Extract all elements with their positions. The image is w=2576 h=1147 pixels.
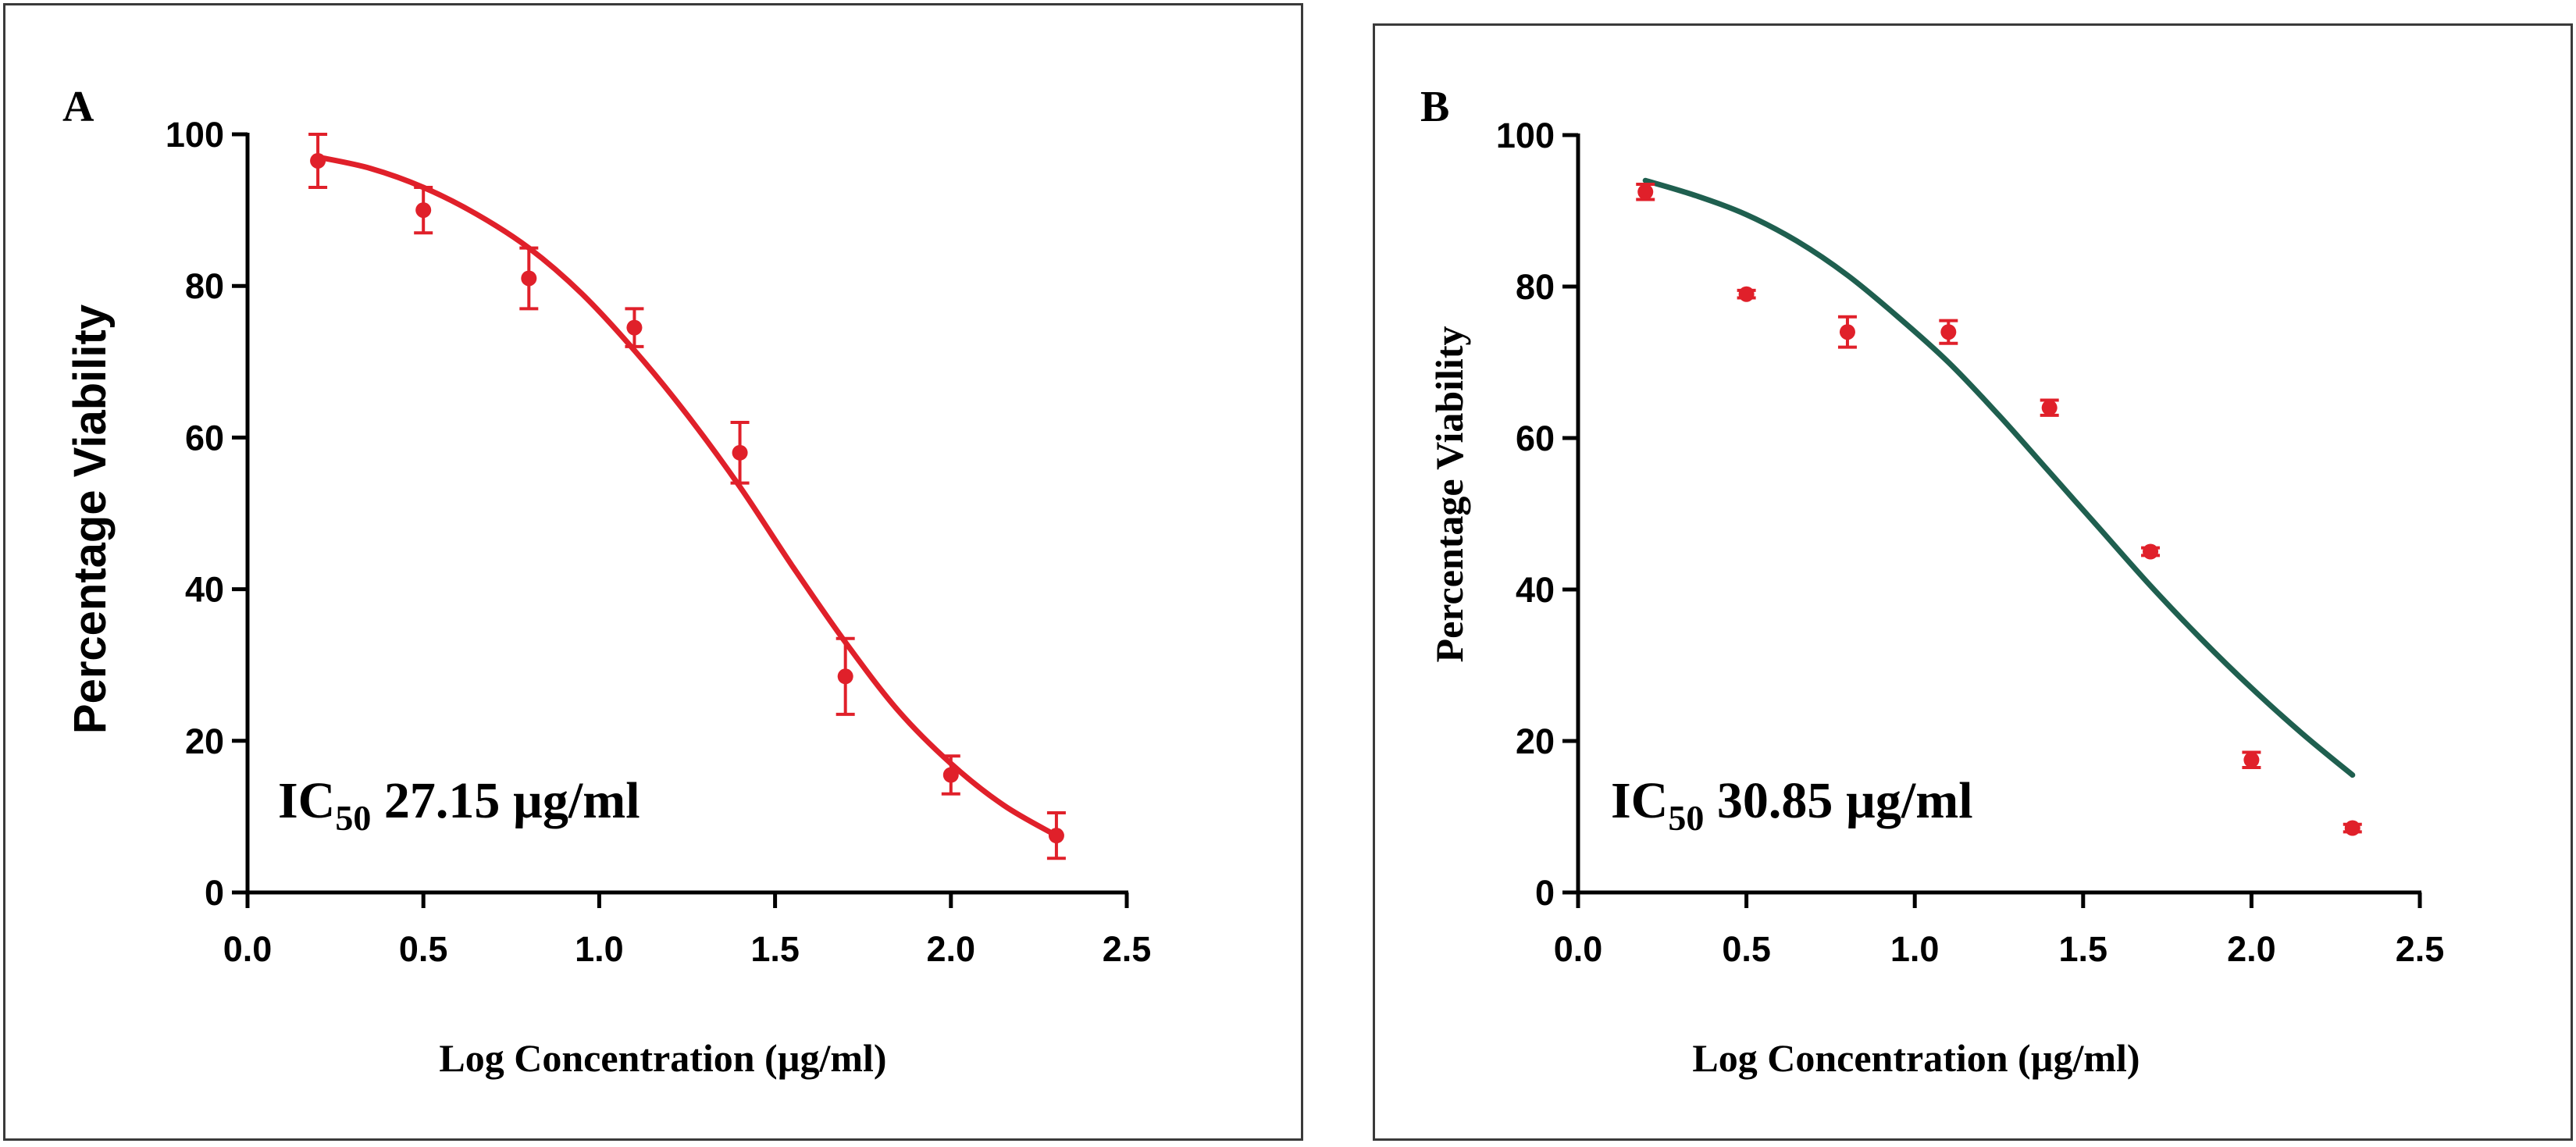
- x-axis-title: Log Concentration (µg/ml): [439, 1036, 886, 1080]
- axis-ticks: 0 20 40 60 80 100 0.0 0.5 1.0 1.5 2.0 2.5: [1496, 116, 2444, 969]
- y-tick-label: 100: [166, 115, 224, 155]
- data-point: [1940, 324, 1957, 340]
- data-point-group: [519, 246, 539, 311]
- data-point-group: [941, 754, 960, 796]
- x-tick-label: 0.5: [1722, 929, 1771, 969]
- x-axis-title: Log Concentration (µg/ml): [1692, 1036, 2140, 1080]
- fit-curve-line: [1642, 177, 2356, 778]
- data-points: [1636, 183, 2362, 836]
- y-tick-label: 80: [1516, 267, 1555, 307]
- data-point: [1839, 324, 1855, 340]
- data-point: [415, 202, 432, 219]
- data-point-group: [836, 636, 855, 716]
- dose-response-chart-b: B 0 20 40 60 80 100 0.0 0.5 1.0 1.5 2.0 2.5 IC50 30…: [1420, 83, 2444, 1080]
- data-point-group: [1939, 319, 1958, 345]
- data-point: [2243, 752, 2260, 768]
- y-tick-label: 20: [185, 721, 224, 761]
- fit-curve: [315, 154, 1060, 839]
- y-tick-label: 40: [185, 570, 224, 610]
- data-point-group: [1837, 315, 1857, 349]
- data-point: [1048, 828, 1064, 844]
- y-tick-label: 0: [205, 873, 224, 913]
- x-tick-label: 0.5: [399, 929, 448, 969]
- y-tick-label: 80: [185, 266, 224, 306]
- chart-panel-b: B 0 20 40 60 80 100 0.0 0.5 1.0 1.5 2.0 2.5 IC50 30…: [1373, 23, 2573, 1141]
- y-tick-label: 40: [1516, 570, 1555, 610]
- data-point: [626, 319, 643, 336]
- data-point: [2041, 400, 2058, 416]
- x-tick-label: 0.0: [1554, 929, 1603, 969]
- x-tick-label: 1.5: [2059, 929, 2108, 969]
- data-point: [1738, 286, 1755, 302]
- x-tick-label: 1.5: [750, 929, 800, 969]
- data-point-group: [1636, 183, 1655, 201]
- y-tick-label: 60: [1516, 419, 1555, 458]
- fit-curve-line: [315, 154, 1060, 839]
- data-point-group: [2141, 543, 2161, 560]
- data-point-group: [1046, 811, 1066, 860]
- data-points: [308, 133, 1066, 860]
- y-tick-label: 0: [1535, 873, 1555, 913]
- x-tick-label: 0.0: [223, 929, 273, 969]
- data-point: [521, 270, 537, 287]
- data-point: [1637, 183, 1654, 200]
- chart-panel-a: A 0 20 40 60 80 100 0.0 0.5 1.0 1.5 2.0 2.5 IC50 27…: [3, 3, 1303, 1141]
- x-tick-label: 1.0: [1890, 929, 1940, 969]
- x-tick-label: 2.0: [927, 929, 976, 969]
- x-tick-label: 2.5: [2396, 929, 2445, 969]
- ic50-annotation: IC50 27.15 µg/ml: [278, 772, 640, 838]
- data-point-group: [2242, 750, 2261, 769]
- y-axis-title: Percentage Viability: [65, 305, 116, 734]
- data-point-group: [730, 420, 750, 485]
- data-point-group: [2343, 820, 2362, 836]
- panel-label: A: [62, 83, 94, 131]
- x-tick-label: 1.0: [575, 929, 624, 969]
- data-point-group: [625, 307, 644, 348]
- data-point: [310, 152, 326, 169]
- y-tick-label: 20: [1516, 721, 1555, 761]
- data-point-group: [308, 133, 328, 189]
- data-point: [2143, 543, 2159, 560]
- axis-ticks: 0 20 40 60 80 100 0.0 0.5 1.0 1.5 2.0 2.5: [166, 115, 1151, 969]
- data-point: [732, 444, 748, 461]
- y-axis-title: Percentage Viability: [1427, 326, 1471, 663]
- y-tick-label: 60: [185, 418, 224, 458]
- data-point: [2344, 820, 2360, 836]
- data-point-group: [1737, 286, 1756, 302]
- y-tick-label: 100: [1496, 116, 1555, 155]
- dose-response-chart-a: A 0 20 40 60 80 100 0.0 0.5 1.0 1.5 2.0 2.5 IC50 27…: [62, 83, 1151, 1080]
- data-point-group: [414, 185, 433, 235]
- ic50-annotation: IC50 30.85 µg/ml: [1611, 772, 1973, 838]
- x-tick-label: 2.5: [1103, 929, 1152, 969]
- panel-label: B: [1420, 83, 1449, 131]
- data-point: [837, 668, 853, 685]
- data-point-group: [2040, 398, 2059, 417]
- data-point: [942, 767, 959, 783]
- x-tick-label: 2.0: [2227, 929, 2276, 969]
- fit-curve: [1642, 177, 2356, 778]
